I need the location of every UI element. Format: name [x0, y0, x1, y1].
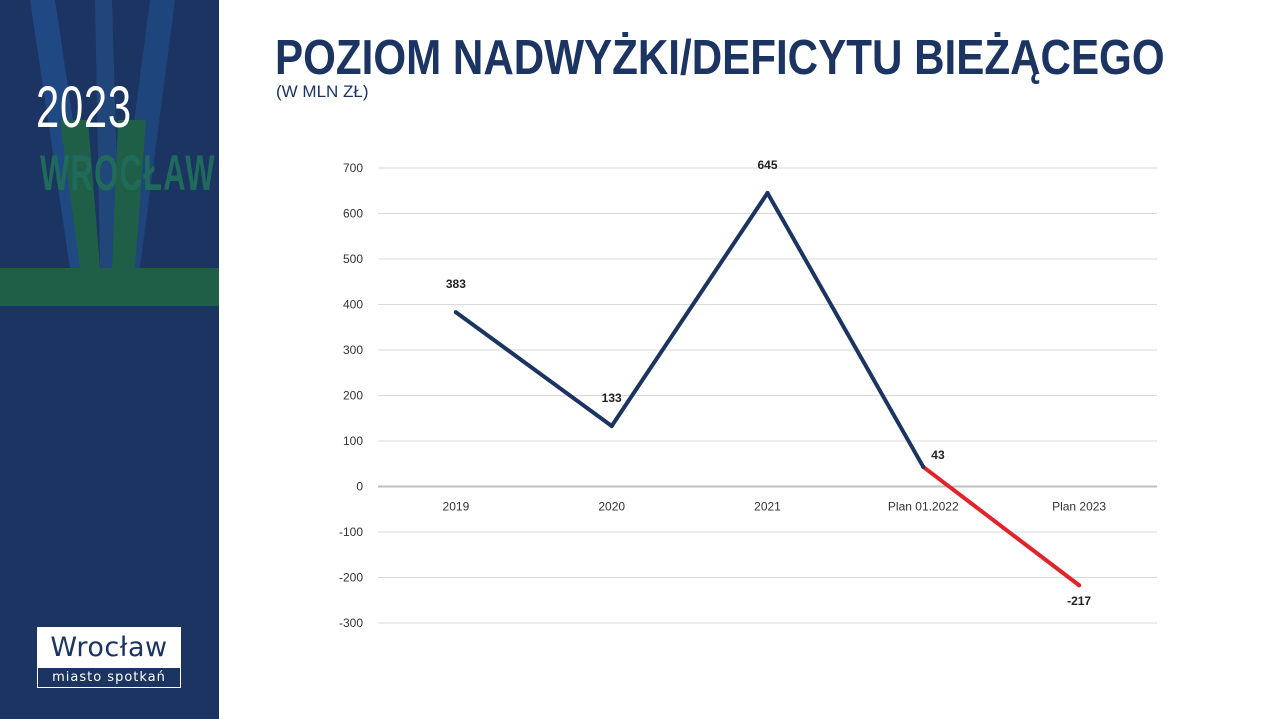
y-tick-label: 400 [343, 298, 363, 312]
city-label: WROCŁAW [40, 145, 216, 201]
line-layer [453, 191, 1082, 588]
wroclaw-logo: Wrocław miasto spotkań [37, 627, 181, 688]
y-tick-label: 100 [343, 434, 363, 448]
green-band [0, 268, 219, 306]
logo-name: Wrocław [38, 628, 180, 668]
data-point [921, 464, 926, 469]
series-line-segment [609, 191, 770, 428]
series-line-segment [765, 191, 926, 469]
x-tick-label: Plan 01.2022 [888, 500, 959, 514]
series-line-segment [453, 310, 614, 428]
x-tick-label: Plan 2023 [1052, 500, 1106, 514]
data-label: 645 [757, 158, 777, 172]
y-tick-label: -300 [339, 616, 363, 630]
y-tick-label: 300 [343, 343, 363, 357]
x-tick-label: 2020 [598, 500, 625, 514]
series-line-segment [921, 464, 1082, 588]
chart-title: POZIOM NADWYŻKI/DEFICYTU BIEŻĄCEGO [275, 31, 1165, 85]
data-label: 383 [446, 277, 466, 291]
y-tick-label: 0 [356, 480, 363, 494]
data-point [609, 423, 614, 428]
data-point [1077, 583, 1082, 588]
y-tick-label: -200 [339, 571, 363, 585]
data-label: 133 [602, 391, 622, 405]
x-tick-label: 2021 [754, 500, 781, 514]
x-tick-label: 2019 [443, 500, 470, 514]
label-layer: 700 600 500 400 300 200 100 0 -100 -200 -300 2019 20… [339, 158, 1106, 630]
data-point [453, 310, 458, 315]
data-point [765, 191, 770, 196]
sidebar-panel: 2023 WROCŁAW Wrocław miasto spotkań [0, 0, 219, 719]
logo-tagline: miasto spotkań [52, 670, 166, 685]
chart-subtitle: (W MLN ZŁ) [276, 82, 369, 101]
y-tick-label: 200 [343, 389, 363, 403]
y-tick-label: 700 [343, 161, 363, 175]
decorative-w-graphic [30, 0, 175, 268]
data-label: -217 [1067, 594, 1091, 608]
y-tick-label: 500 [343, 252, 363, 266]
year-label: 2023 [36, 75, 132, 140]
data-label: 43 [931, 448, 945, 462]
y-tick-label: -100 [339, 525, 363, 539]
y-tick-label: 600 [343, 207, 363, 221]
